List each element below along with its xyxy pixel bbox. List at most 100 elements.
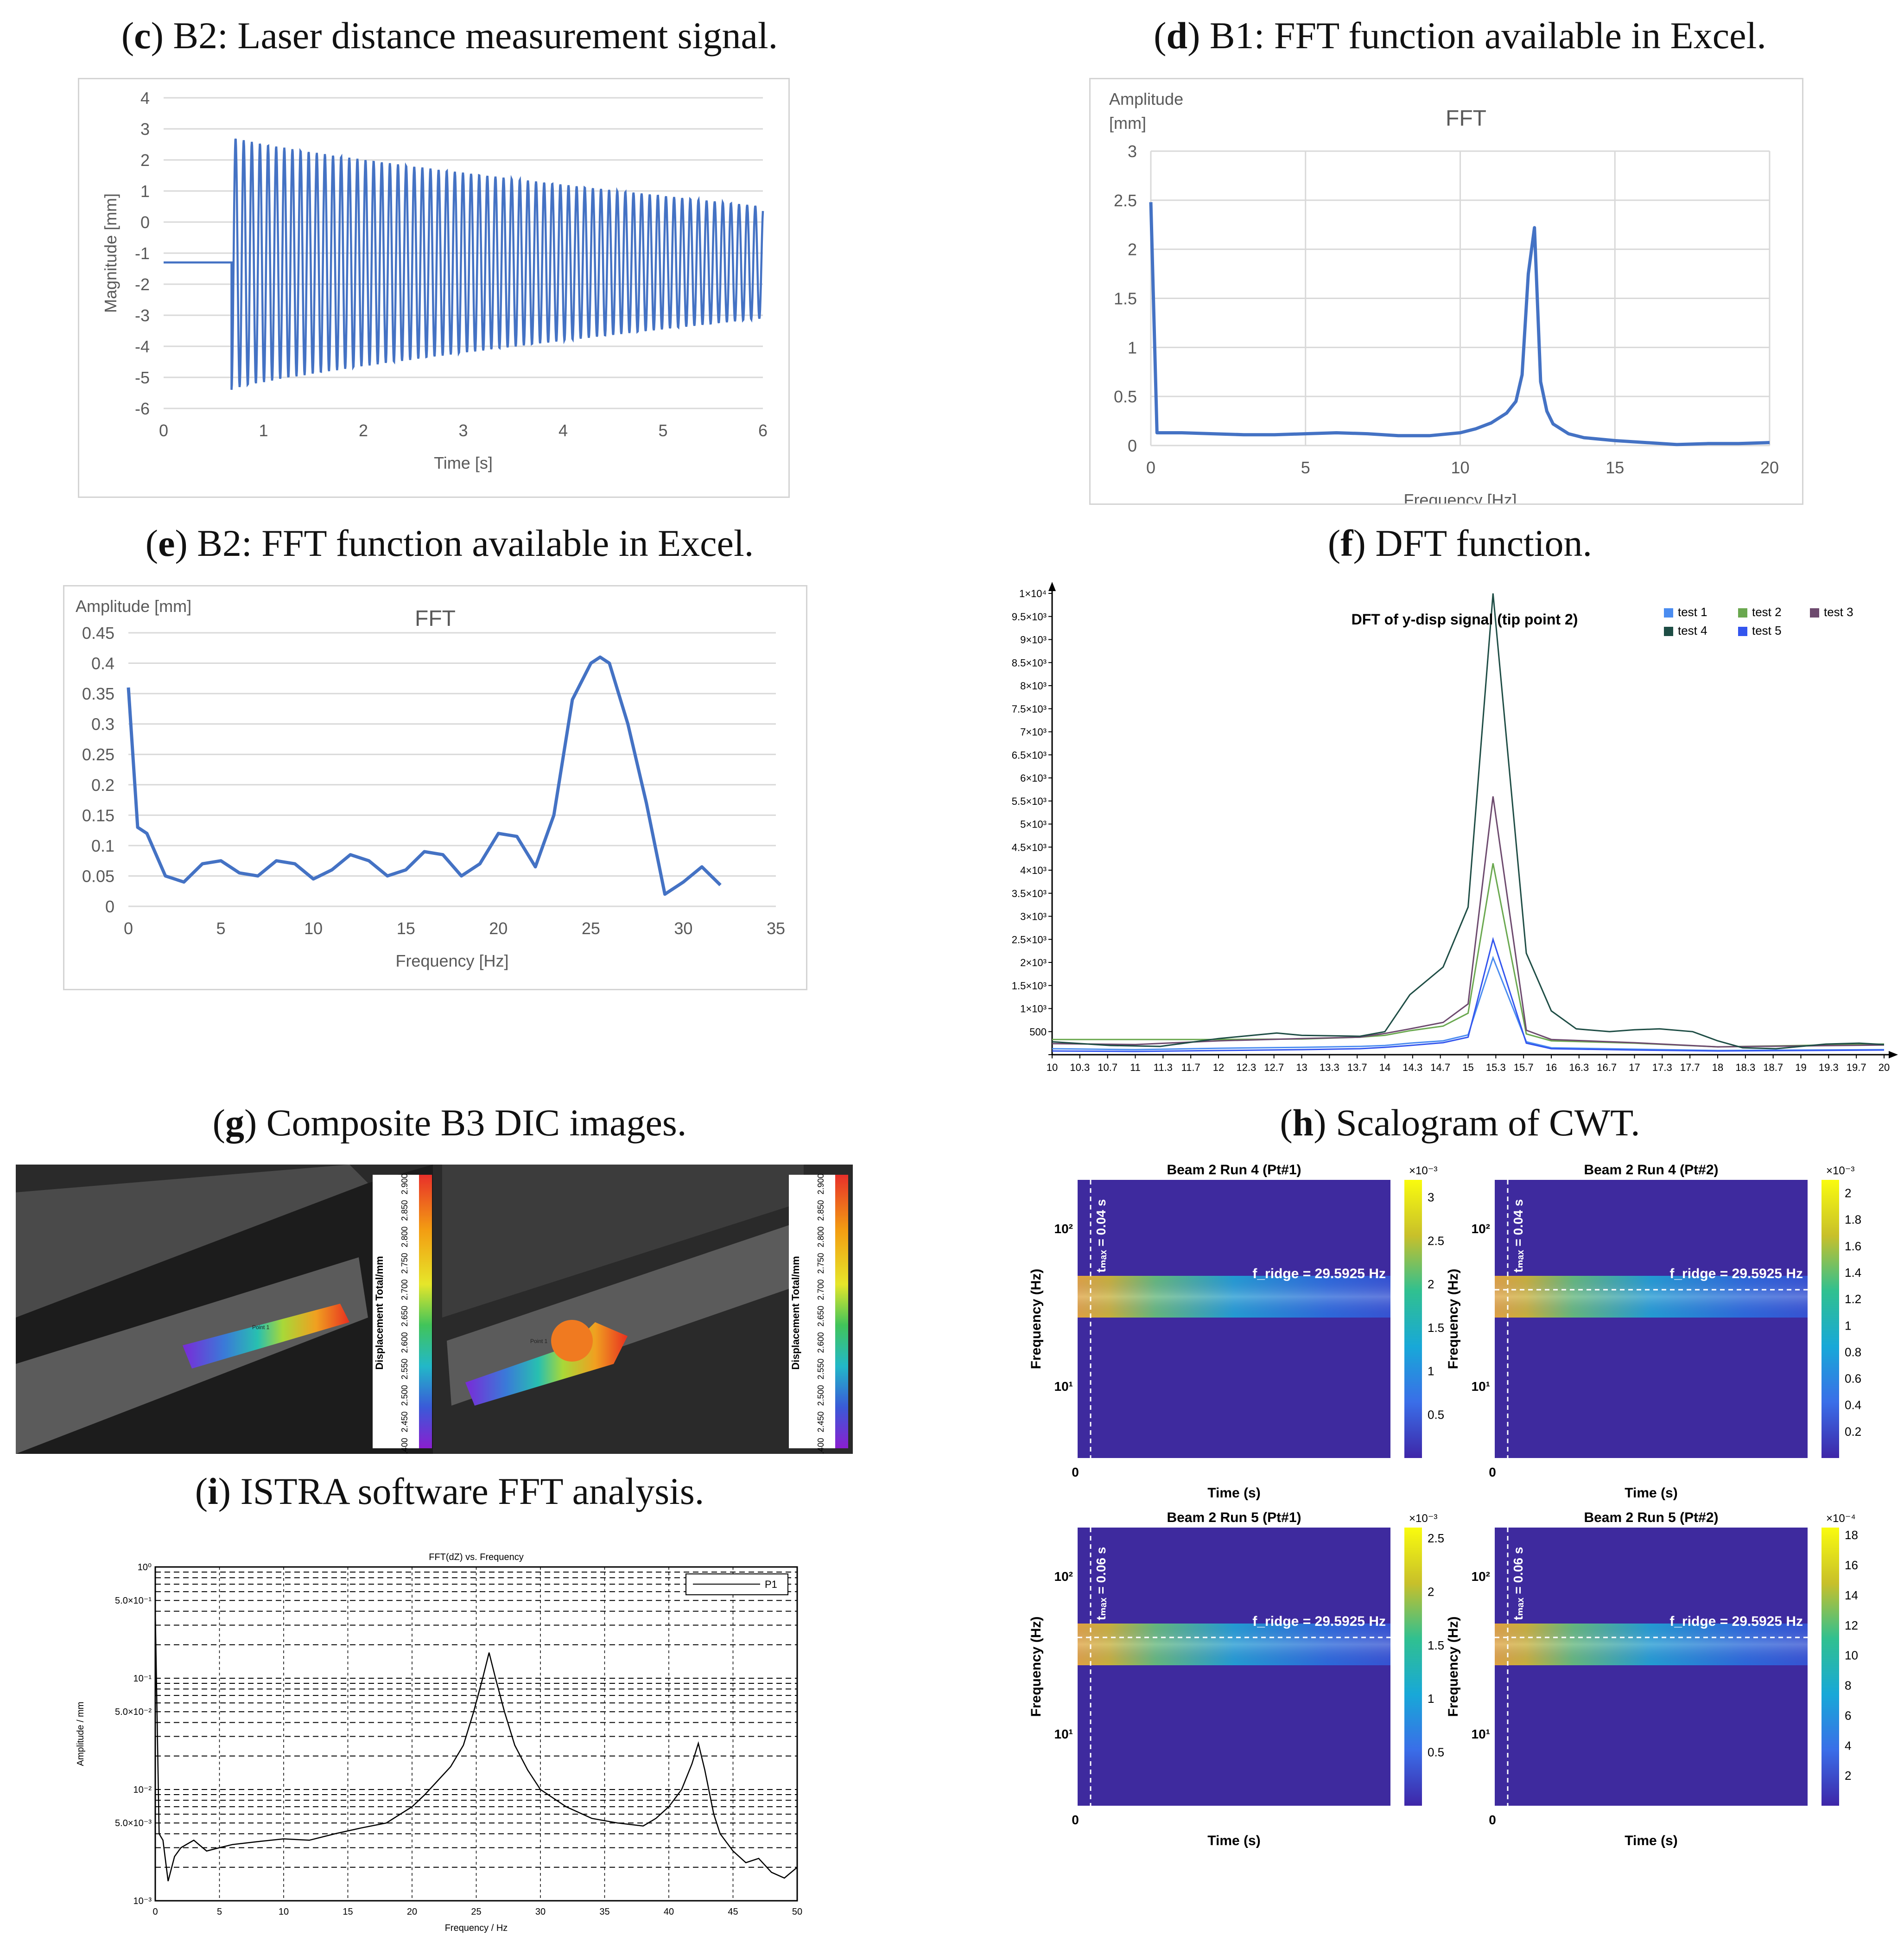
caption-f: (f) DFT function. bbox=[1327, 522, 1593, 564]
y-tick-label: 10⁻¹ bbox=[133, 1674, 152, 1684]
scalogram-title: Beam 2 Run 4 (Pt#1) bbox=[1167, 1162, 1301, 1178]
colorbar-bg-left bbox=[373, 1175, 419, 1448]
x-tick-label: 20 bbox=[1879, 1062, 1890, 1073]
colorbar-tick: 2.750 bbox=[400, 1253, 409, 1274]
x-tick-label: 19 bbox=[1795, 1062, 1806, 1073]
x-axis-label: Time (s) bbox=[1207, 1485, 1260, 1501]
chart-h: Beam 2 Run 4 (Pt#1) tₘₐₓ = 0.04 s f_ridge … bbox=[1028, 1162, 1861, 1848]
fridge-label: f_ridge = 29.5925 Hz bbox=[1252, 1266, 1386, 1281]
colorbar-tick: 1 bbox=[1428, 1692, 1434, 1706]
x-tick-label: 12 bbox=[1213, 1062, 1224, 1073]
colorbar-tick: 2.600 bbox=[400, 1332, 409, 1353]
chart-c-frame: -6 -5 -4 -3 -2 -1 0 1 2 3 4 0 1 2 3 4 5 6 Time [s] Magnitud… bbox=[78, 78, 790, 498]
x-tick-label: 0 bbox=[124, 919, 133, 938]
series-line-test-4 bbox=[1052, 593, 1885, 1050]
x-axis-label: Time (s) bbox=[1625, 1833, 1677, 1848]
y-tick-label: -3 bbox=[135, 306, 150, 325]
legend-label: test 5 bbox=[1752, 624, 1782, 637]
fridge-label: f_ridge = 29.5925 Hz bbox=[1669, 1266, 1803, 1281]
specimen-edge bbox=[16, 1165, 368, 1318]
x-tick-label: 19.3 bbox=[1819, 1062, 1839, 1073]
x-tick-label: 13.7 bbox=[1347, 1062, 1367, 1073]
x-tick-label: 2 bbox=[359, 421, 368, 440]
y-tick-label: 0.2 bbox=[91, 776, 114, 795]
x-tick-label: 14 bbox=[1379, 1062, 1390, 1073]
x-tick-label: 15.7 bbox=[1514, 1062, 1534, 1073]
colorbar-scale: ×10⁻³ bbox=[1409, 1512, 1437, 1525]
tmax-label: tₘₐₓ = 0.04 s bbox=[1511, 1199, 1525, 1273]
y-tick-label: 0.5 bbox=[1114, 387, 1137, 406]
y-tick-label: 10² bbox=[1054, 1569, 1073, 1584]
y-axis-label: Frequency (Hz) bbox=[1446, 1617, 1461, 1717]
colorbar-tick: 0.2 bbox=[1845, 1425, 1861, 1439]
chart-i: 0 5 10 15 20 25 30 35 40 45 50 10⁻³ 5.0×10⁻³ 10⁻² 5.0×… bbox=[76, 1552, 802, 1933]
y-tick-label: 10² bbox=[1054, 1222, 1073, 1236]
y-tick-label: 5.0×10⁻³ bbox=[115, 1818, 152, 1828]
y-tick-label: 0.45 bbox=[82, 624, 114, 643]
colorbar-tick: 2 bbox=[1428, 1277, 1434, 1291]
point-label-left: Point 1 bbox=[252, 1324, 270, 1331]
colorbar-tick: 2.900 bbox=[816, 1173, 825, 1194]
y-axis-label: Amplitude [mm] bbox=[76, 597, 191, 616]
legend-label: P1 bbox=[765, 1579, 777, 1590]
x-tick-label: 35 bbox=[599, 1907, 609, 1917]
colorbar-tick: 2.600 bbox=[816, 1332, 825, 1353]
colorbar-tick: 1 bbox=[1428, 1364, 1434, 1378]
x-tick-label: 0 bbox=[1489, 1813, 1496, 1827]
y-tick-label: 1.5×10³ bbox=[1012, 980, 1047, 992]
scalogram-title: Beam 2 Run 5 (Pt#2) bbox=[1584, 1510, 1718, 1525]
legend-swatch bbox=[1738, 608, 1747, 618]
colorbar-tick: 1.2 bbox=[1845, 1292, 1861, 1306]
fridge-label: f_ridge = 29.5925 Hz bbox=[1669, 1614, 1803, 1629]
y-tick-label: 1 bbox=[1128, 338, 1137, 357]
colorbar-tick: 2.700 bbox=[400, 1279, 409, 1300]
x-tick-label: 25 bbox=[471, 1907, 481, 1917]
x-tick-label: 20 bbox=[1760, 458, 1779, 477]
x-axis-label: Frequency / Hz bbox=[445, 1923, 508, 1933]
y-tick-label: 2 bbox=[140, 151, 150, 170]
colorbar-tick: 10 bbox=[1845, 1649, 1858, 1662]
x-tick-label: 3 bbox=[458, 421, 468, 440]
y-tick-label: 7.5×10³ bbox=[1012, 703, 1047, 715]
x-tick-label: 12.7 bbox=[1264, 1062, 1284, 1073]
colorbar-tick: 2.850 bbox=[816, 1200, 825, 1221]
legend-swatch bbox=[1664, 627, 1673, 636]
x-tick-label: 17.7 bbox=[1680, 1062, 1700, 1073]
colorbar-left bbox=[419, 1175, 432, 1448]
x-tick-label: 50 bbox=[792, 1907, 802, 1917]
caption-d: (d) B1: FFT function available in Excel. bbox=[1154, 14, 1766, 57]
x-axis-label: Time (s) bbox=[1207, 1833, 1260, 1848]
x-tick-label: 17 bbox=[1629, 1062, 1640, 1073]
x-tick-label: 19.7 bbox=[1847, 1062, 1866, 1073]
y-tick-label: 10¹ bbox=[1472, 1727, 1490, 1741]
colorbar-tick: 2.5 bbox=[1428, 1531, 1444, 1545]
colorbar bbox=[1404, 1528, 1422, 1806]
y-tick-label: 9×10³ bbox=[1020, 634, 1047, 646]
colorbar-tick: 0.5 bbox=[1428, 1407, 1444, 1421]
x-tick-label: 15.3 bbox=[1486, 1062, 1506, 1073]
colorbar bbox=[1821, 1180, 1839, 1458]
x-tick-label: 17.3 bbox=[1652, 1062, 1672, 1073]
colorbar-tick: 0.8 bbox=[1845, 1345, 1861, 1359]
y-tick-label: 0.05 bbox=[82, 866, 114, 885]
ridge-band-shade bbox=[1078, 1276, 1390, 1318]
legend-label: test 1 bbox=[1678, 605, 1707, 619]
series-line-test-2 bbox=[1052, 863, 1885, 1048]
y-tick-label: 1 bbox=[140, 182, 150, 201]
colorbar-tick: 2.850 bbox=[400, 1200, 409, 1221]
y-tick-label: 2 bbox=[1128, 240, 1137, 259]
colorbar-tick: 2.550 bbox=[816, 1358, 825, 1379]
caption-h: (h) Scalogram of CWT. bbox=[1280, 1102, 1640, 1144]
x-tick-label: 15 bbox=[397, 919, 415, 938]
x-tick-label: 5 bbox=[1301, 458, 1310, 477]
x-tick-label: 0 bbox=[159, 421, 168, 440]
fft-line bbox=[154, 1611, 798, 1882]
y-tick-label: 0.3 bbox=[91, 715, 114, 734]
y-tick-label: 1×10⁴ bbox=[1019, 588, 1047, 599]
caption-g: (g) Composite B3 DIC images. bbox=[212, 1102, 687, 1144]
colorbar-tick: 2 bbox=[1428, 1585, 1434, 1598]
chart-title: FFT(dZ) vs. Frequency bbox=[429, 1552, 523, 1562]
y-tick-label: 0.4 bbox=[91, 654, 114, 673]
y-tick-label: 5×10³ bbox=[1020, 819, 1047, 830]
dic-composite-image: Point 1 Point 1 Displacement Total/mm 2.900… bbox=[16, 1165, 853, 1454]
